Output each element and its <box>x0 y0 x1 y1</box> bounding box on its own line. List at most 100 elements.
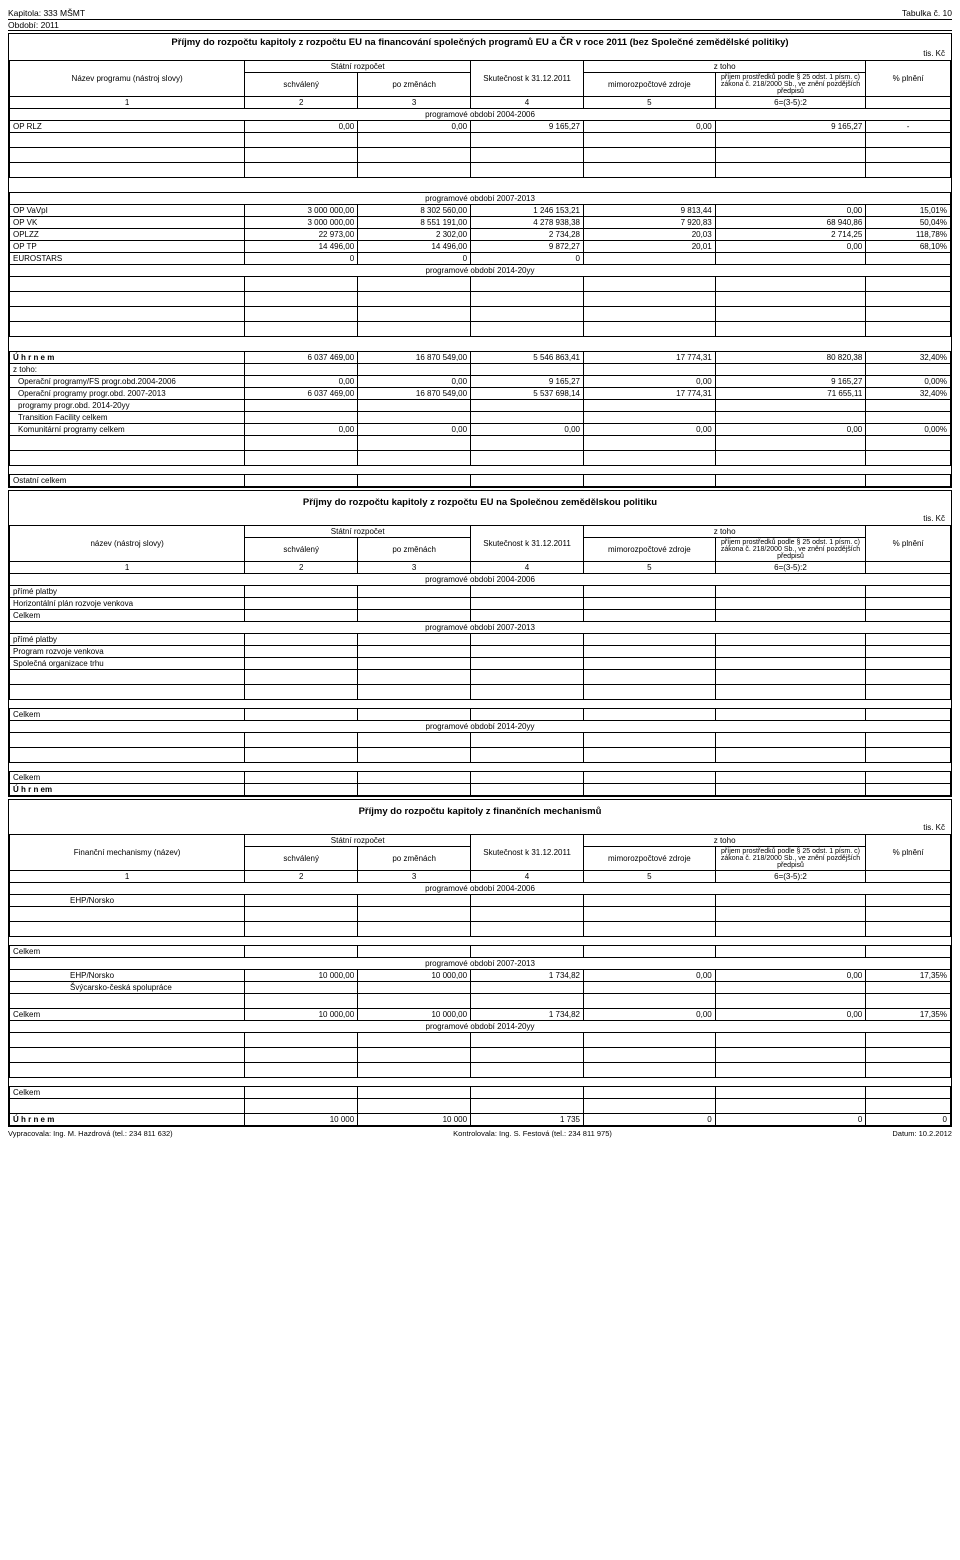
cell: 20,01 <box>583 241 715 253</box>
cell: 0,00% <box>866 376 951 388</box>
cell: 14 496,00 <box>358 241 471 253</box>
box-financial-mechanisms: Příjmy do rozpočtu kapitoly z finančních… <box>8 799 952 1127</box>
cell: 0 <box>866 1114 951 1126</box>
colnum: 3 <box>358 97 471 109</box>
cell: 9 165,27 <box>471 121 584 133</box>
cell: 32,40% <box>866 388 951 400</box>
cell: 0,00 <box>358 424 471 436</box>
box1-ostatni: Ostatní celkem <box>9 474 951 487</box>
cell: 8 551 191,00 <box>358 217 471 229</box>
col: schválený <box>245 538 358 562</box>
cell: 1 734,82 <box>471 970 584 982</box>
cell: EHP/Norsko <box>10 970 245 982</box>
colnum <box>866 871 951 883</box>
colnum: 6=(3-5):2 <box>715 871 866 883</box>
cell: 10 000,00 <box>245 970 358 982</box>
cell: Operační programy/FS progr.obd.2004-2006 <box>10 376 245 388</box>
section: programové období 2007-2013 <box>10 622 951 634</box>
cell: EUROSTARS <box>10 253 245 265</box>
colnum: 1 <box>10 97 245 109</box>
cell: 22 973,00 <box>245 229 358 241</box>
col: schválený <box>245 847 358 871</box>
tiskc-label: tis. Kč <box>9 49 951 60</box>
cell: přímé platby <box>10 634 245 646</box>
col: z toho <box>583 835 865 847</box>
box-agri: Příjmy do rozpočtu kapitoly z rozpočtu E… <box>8 490 952 797</box>
table-row: programy progr.obd. 2014-20yy <box>10 400 951 412</box>
section-0713: programové období 2007-2013 <box>10 193 951 205</box>
col: Skutečnost k 31.12.2011 <box>471 835 584 871</box>
cell: 80 820,38 <box>715 352 866 364</box>
table-row: OP VaVpI3 000 000,008 302 560,001 246 15… <box>10 205 951 217</box>
col-schvaleny: schválený <box>245 73 358 97</box>
table-row: Program rozvoje venkova <box>10 646 951 658</box>
kapitola-label: Kapitola: 333 MŠMT <box>8 8 85 18</box>
table-row: Operační programy/FS progr.obd.2004-2006… <box>10 376 951 388</box>
cell: 6 037 469,00 <box>245 352 358 364</box>
obdobi-label: Období: 2011 <box>8 20 59 30</box>
cell: 9 165,27 <box>471 376 584 388</box>
tiskc-label: tis. Kč <box>9 823 951 834</box>
ostatni-label: Ostatní celkem <box>10 475 245 487</box>
table-row: EUROSTARS000 <box>10 253 951 265</box>
table-row: EHP/Norsko10 000,0010 000,001 734,820,00… <box>10 970 951 982</box>
section: programové období 2004-2006 <box>10 883 951 895</box>
cell: 17 774,31 <box>583 388 715 400</box>
table-row: OP TP14 496,0014 496,009 872,2720,010,00… <box>10 241 951 253</box>
cell: 2 714,25 <box>715 229 866 241</box>
col: Státní rozpočet <box>245 835 471 847</box>
section: programové období 2014-20yy <box>10 721 951 733</box>
col-plneni: % plnění <box>866 61 951 97</box>
cell: 3 000 000,00 <box>245 217 358 229</box>
colnum: 4 <box>471 871 584 883</box>
colnum: 1 <box>10 871 245 883</box>
cell: 5 546 863,41 <box>471 352 584 364</box>
cell: 0,00 <box>245 424 358 436</box>
cell: 0,00% <box>866 424 951 436</box>
page-header: Kapitola: 333 MŠMT Tabulka č. 10 Období:… <box>8 8 952 31</box>
cell: 15,01% <box>866 205 951 217</box>
box-eu-programs: Příjmy do rozpočtu kapitoly z rozpočtu E… <box>8 33 952 488</box>
colnum: 4 <box>471 97 584 109</box>
box2-title: Příjmy do rozpočtu kapitoly z rozpočtu E… <box>9 491 951 514</box>
cell: Společná organizace trhu <box>10 658 245 670</box>
cell: 0,00 <box>471 424 584 436</box>
cell: 1 246 153,21 <box>471 205 584 217</box>
col-nazev: Finanční mechanismy (název) <box>10 835 245 871</box>
box1-table: Název programu (nástroj slovy) Státní ro… <box>9 60 951 178</box>
cell: přímé platby <box>10 586 245 598</box>
section-0406: programové období 2004-2006 <box>10 109 951 121</box>
colnum: 5 <box>583 562 715 574</box>
table-row: EHP/Norsko <box>10 895 951 907</box>
colnum: 6=(3-5):2 <box>715 562 866 574</box>
cell: 0,00 <box>715 424 866 436</box>
colnum: 2 <box>245 871 358 883</box>
cell: Celkem <box>10 1009 245 1021</box>
col: po změnách <box>358 847 471 871</box>
box2-celkem: Celkem programové období 2014-20yy <box>9 708 951 763</box>
cell: 32,40% <box>866 352 951 364</box>
table-row: OP RLZ 0,00 0,00 9 165,27 0,00 9 165,27 … <box>10 121 951 133</box>
cell: Celkem <box>10 610 245 622</box>
cell: Ú h r n e m <box>10 1114 245 1126</box>
cell: 9 165,27 <box>715 376 866 388</box>
footer-center: Kontrolovala: Ing. S. Festová (tel.: 234… <box>453 1129 612 1138</box>
cell: 0,00 <box>715 1009 866 1021</box>
cell: programy progr.obd. 2014-20yy <box>10 400 245 412</box>
col-pozmenach: po změnách <box>358 73 471 97</box>
table-row: přímé platby <box>10 586 951 598</box>
cell: 1 734,82 <box>471 1009 584 1021</box>
cell: 10 000,00 <box>245 1009 358 1021</box>
cell: Švýcarsko-česká spolupráce <box>10 982 245 994</box>
table-row: Operační programy progr.obd. 2007-20136 … <box>10 388 951 400</box>
cell: 118,78% <box>866 229 951 241</box>
cell <box>583 253 715 265</box>
cell: Celkem <box>10 1087 245 1099</box>
cell: 5 537 698,14 <box>471 388 584 400</box>
ztoho-label: z toho: <box>10 364 245 376</box>
colnum: 5 <box>583 871 715 883</box>
table-row: Komunitární programy celkem0,000,000,000… <box>10 424 951 436</box>
cell <box>715 253 866 265</box>
cell: 0,00 <box>358 121 471 133</box>
cell: 0 <box>358 253 471 265</box>
